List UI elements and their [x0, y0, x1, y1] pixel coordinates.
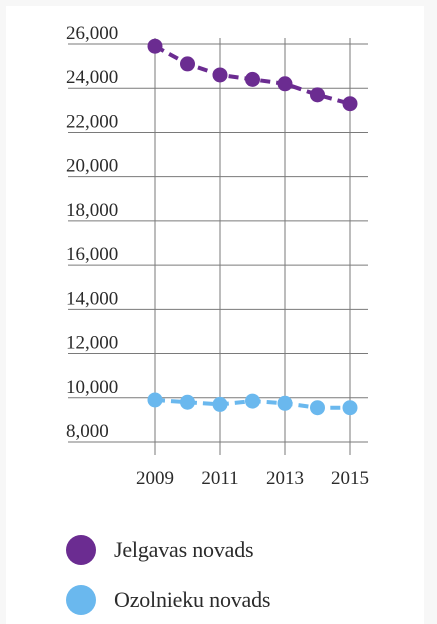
- data-point: [147, 392, 163, 408]
- y-tick-label: 16,000: [66, 244, 118, 265]
- legend-label-jelgavas: Jelgavas novads: [114, 537, 254, 562]
- legend-swatch-jelgavas: [66, 535, 96, 565]
- x-tick-label: 2015: [331, 468, 369, 489]
- data-point: [310, 400, 325, 416]
- data-point: [310, 87, 325, 103]
- legend-item-ozolnieku[interactable]: Ozolnieku novads: [66, 585, 270, 615]
- y-tick-label: 12,000: [66, 333, 118, 354]
- x-tick-label: 2009: [136, 468, 174, 489]
- y-tick-label: 18,000: [66, 200, 118, 221]
- data-point: [245, 71, 260, 87]
- legend-swatch-ozolnieku: [66, 585, 96, 615]
- y-tick-label: 22,000: [66, 111, 118, 132]
- data-point: [277, 76, 293, 92]
- x-tick-label: 2013: [266, 468, 304, 489]
- legend: Jelgavas novads Ozolnieku novads: [66, 535, 270, 624]
- data-point: [342, 400, 358, 416]
- data-point: [147, 38, 163, 54]
- y-tick-label: 14,000: [66, 288, 118, 309]
- x-tick-label: 2011: [201, 468, 238, 489]
- grid-lines: [68, 38, 368, 455]
- data-point: [212, 67, 228, 83]
- series-group: [147, 38, 358, 416]
- legend-label-ozolnieku: Ozolnieku novads: [114, 587, 271, 612]
- y-tick-label: 20,000: [66, 156, 118, 177]
- data-point: [277, 395, 293, 411]
- data-point: [180, 394, 195, 410]
- y-tick-label: 26,000: [66, 23, 118, 44]
- data-point: [245, 393, 260, 409]
- y-tick-label: 24,000: [66, 67, 118, 88]
- x-axis-ticks: 2009 2011 2013 2015: [136, 468, 369, 489]
- y-axis-ticks: 26,000 24,000 22,000 20,000 18,000 16,000 14,0…: [66, 23, 118, 442]
- data-point: [180, 56, 195, 72]
- y-tick-label: 10,000: [66, 377, 118, 398]
- data-point: [342, 96, 358, 112]
- y-tick-label: 8,000: [66, 421, 109, 442]
- data-point: [212, 396, 228, 412]
- legend-item-jelgavas[interactable]: Jelgavas novads: [66, 535, 270, 565]
